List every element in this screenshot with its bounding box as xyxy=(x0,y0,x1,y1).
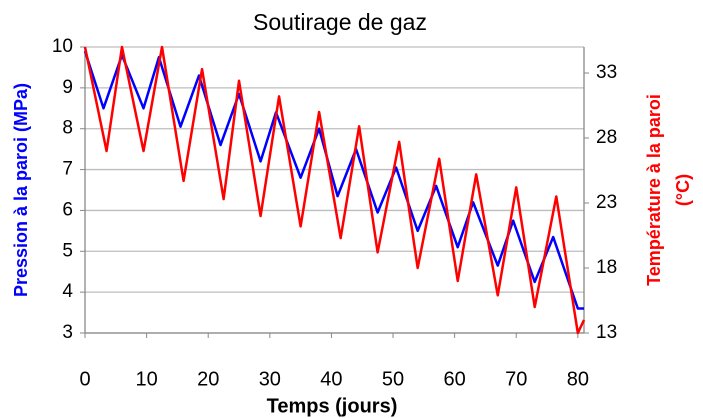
y-tick-label: 5 xyxy=(62,240,73,261)
y2-tick-label: 28 xyxy=(596,127,617,148)
x-tick-label: 70 xyxy=(505,368,527,390)
y2-tick-label: 23 xyxy=(596,192,617,213)
y-tick-label: 6 xyxy=(62,199,73,220)
chart-title: Soutirage de gaz xyxy=(253,9,427,35)
x-tick-label: 80 xyxy=(567,368,589,390)
x-tick-label: 0 xyxy=(79,368,90,390)
x-tick-label: 20 xyxy=(197,368,219,390)
data-line xyxy=(83,45,586,335)
y2-axis-label: (°C) xyxy=(673,174,693,206)
x-tick-label: 50 xyxy=(382,368,404,390)
y2-tick-label: 13 xyxy=(596,322,617,343)
y-axis-label: Pression à la paroi (MPa) xyxy=(11,83,31,297)
y2-tick-label: 18 xyxy=(596,257,617,278)
y-tick-label: 7 xyxy=(62,159,73,180)
x-tick-label: 40 xyxy=(320,368,342,390)
y-tick-label: 3 xyxy=(62,322,73,343)
x-tick-label: 30 xyxy=(259,368,281,390)
y2-tick-label: 33 xyxy=(596,62,617,83)
y2-axis-label: Température à la paroi xyxy=(644,94,664,286)
y-tick-label: 4 xyxy=(62,281,73,302)
data-line xyxy=(83,50,584,310)
y-tick-label: 8 xyxy=(62,118,73,139)
y-tick-label: 10 xyxy=(52,36,73,57)
y-tick-label: 9 xyxy=(62,77,73,98)
x-tick-label: 10 xyxy=(135,368,157,390)
x-axis-label: Temps (jours) xyxy=(267,395,398,417)
x-tick-label: 60 xyxy=(444,368,466,390)
